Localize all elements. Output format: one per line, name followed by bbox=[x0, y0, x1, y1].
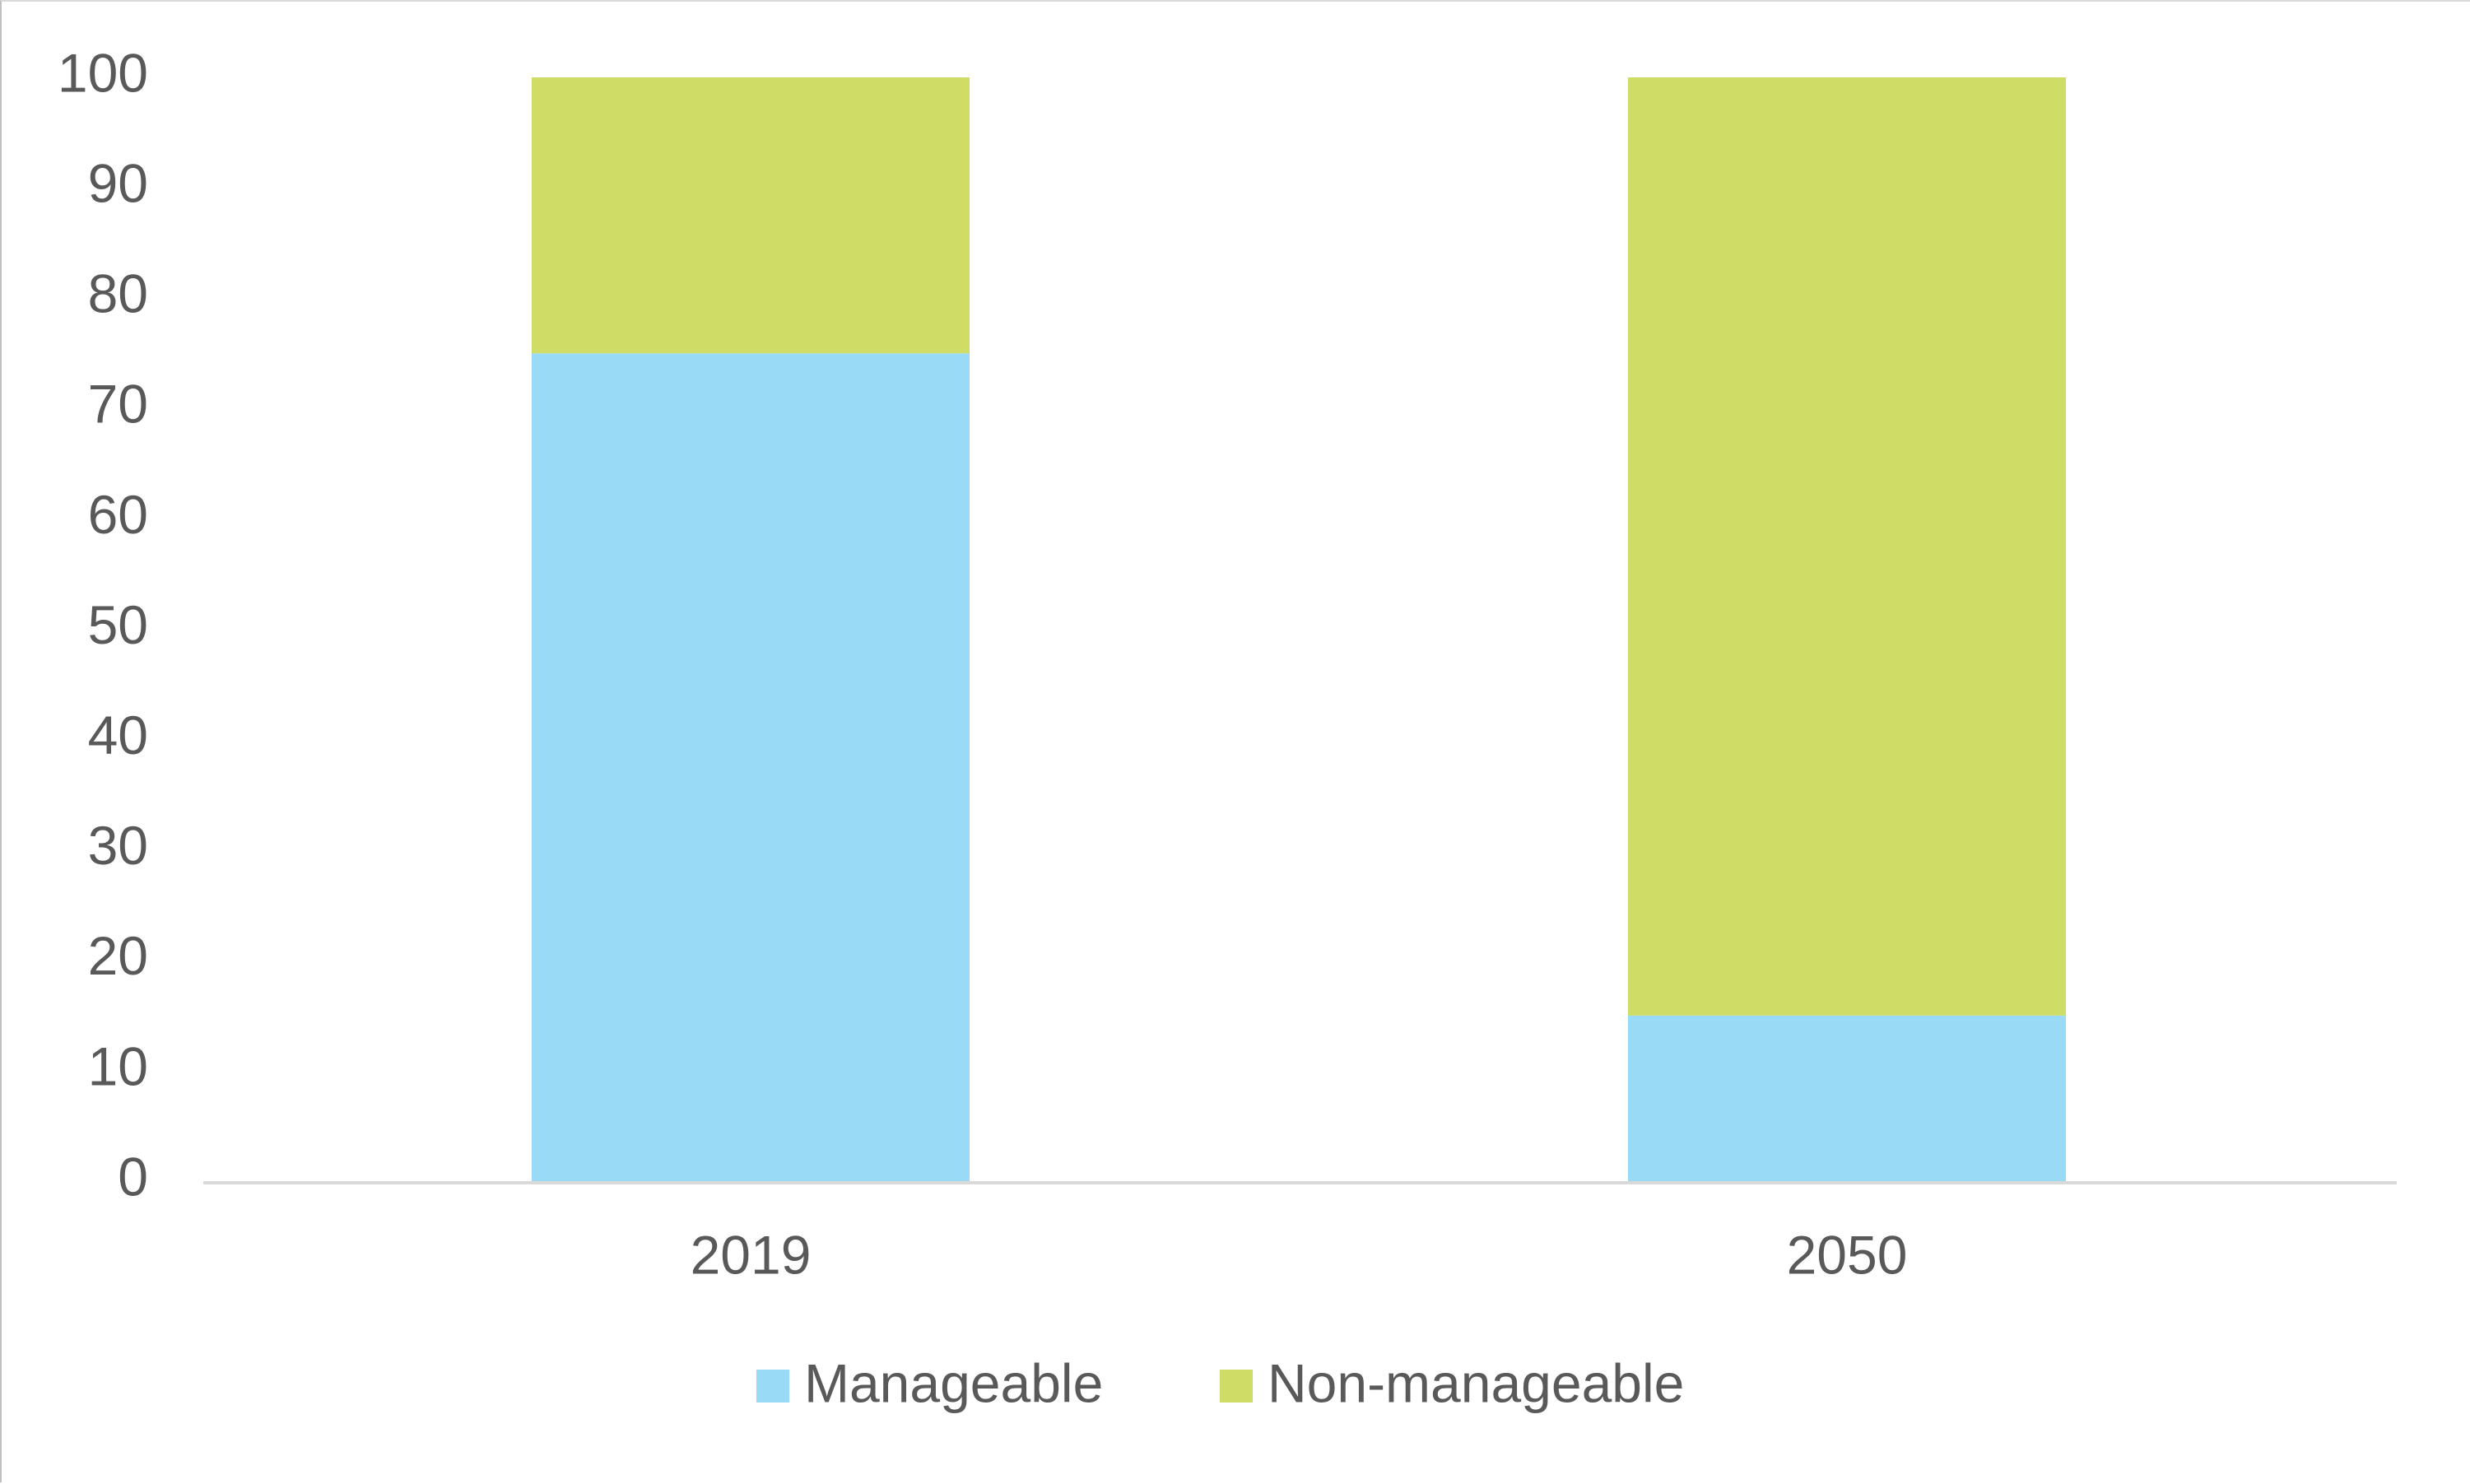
legend-label: Manageable bbox=[804, 1352, 1103, 1413]
bar-non-manageable-2050 bbox=[1628, 77, 2066, 1016]
y-tick-label: 60 bbox=[88, 484, 148, 545]
y-tick-label: 80 bbox=[88, 263, 148, 324]
y-tick-label: 70 bbox=[88, 374, 148, 435]
y-tick-label: 90 bbox=[88, 153, 148, 214]
y-tick-label: 40 bbox=[88, 705, 148, 765]
bar-non-manageable-2019 bbox=[532, 77, 970, 354]
x-axis-labels: 2019 2050 bbox=[691, 1224, 1908, 1285]
bar-group bbox=[532, 77, 2066, 1181]
y-tick-label: 0 bbox=[118, 1146, 148, 1207]
legend-label: Non-manageable bbox=[1268, 1352, 1684, 1413]
legend-swatch bbox=[756, 1370, 789, 1403]
legend-swatch bbox=[1220, 1370, 1253, 1403]
y-tick-label: 100 bbox=[58, 42, 148, 103]
bar-manageable-2050 bbox=[1628, 1015, 2066, 1181]
y-tick-label: 50 bbox=[88, 594, 148, 655]
legend: Manageable Non-manageable bbox=[756, 1352, 1684, 1413]
y-axis-ticks: 0 10 20 30 40 50 60 70 80 90 100 bbox=[58, 42, 148, 1207]
y-tick-label: 10 bbox=[88, 1035, 148, 1096]
y-tick-label: 30 bbox=[88, 815, 148, 876]
x-category-label: 2019 bbox=[691, 1224, 812, 1285]
bar-manageable-2019 bbox=[532, 353, 970, 1181]
y-tick-label: 20 bbox=[88, 925, 148, 986]
x-category-label: 2050 bbox=[1787, 1224, 1908, 1285]
